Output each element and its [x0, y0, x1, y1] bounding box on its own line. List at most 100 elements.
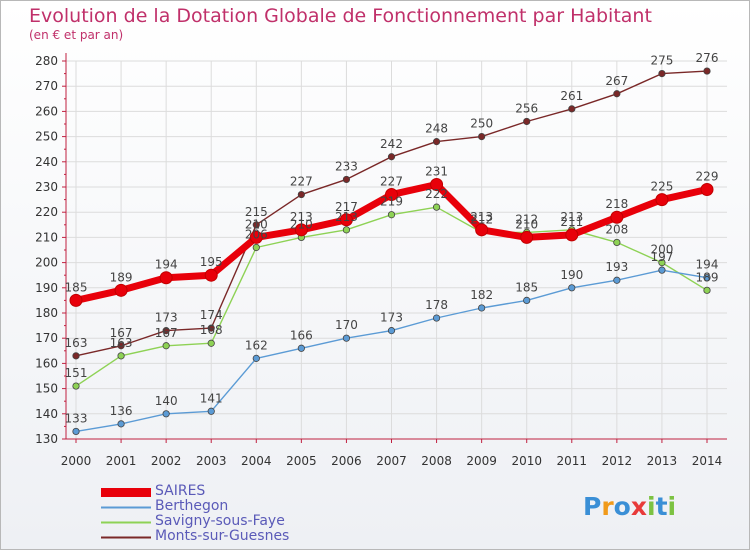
- data-point-2: [387, 211, 396, 219]
- y-tick-label: 190: [35, 281, 58, 295]
- data-label-3: 248: [425, 122, 448, 136]
- y-tick-label: 140: [35, 407, 58, 421]
- data-label-3: 163: [65, 336, 88, 350]
- data-point-2: [432, 203, 441, 211]
- y-tick-label: 200: [35, 256, 58, 270]
- data-point-3: [342, 175, 351, 184]
- data-label-2: 219: [380, 195, 403, 209]
- data-label-2: 222: [425, 187, 448, 201]
- x-tick-label: 2006: [331, 454, 362, 468]
- y-tick-label: 280: [35, 54, 58, 68]
- data-point-3: [207, 324, 215, 332]
- data-point-0: [114, 283, 128, 297]
- data-point-3: [297, 190, 305, 199]
- data-point-2: [207, 339, 215, 347]
- x-tick-label: 2004: [241, 454, 272, 468]
- data-point-1: [478, 304, 486, 312]
- brand-letter: P: [583, 492, 602, 521]
- data-label-0: 210: [245, 217, 268, 231]
- data-label-3: 261: [560, 89, 583, 103]
- data-label-1: 194: [696, 258, 719, 272]
- brand-letter: o: [613, 492, 631, 521]
- brand-letter: i: [667, 492, 677, 521]
- data-label-3: 167: [110, 326, 133, 340]
- data-point-3: [703, 67, 711, 75]
- data-point-0: [249, 230, 263, 244]
- data-label-0: 217: [335, 200, 358, 214]
- data-point-1: [342, 334, 351, 342]
- data-label-2: 168: [200, 323, 223, 337]
- series: [69, 67, 714, 436]
- data-label-1: 136: [110, 404, 133, 418]
- data-label-3: 173: [155, 311, 178, 325]
- data-point-1: [613, 276, 621, 284]
- x-tick-label: 2003: [196, 454, 227, 468]
- data-label-1: 182: [470, 288, 493, 302]
- data-label-1: 185: [515, 280, 538, 294]
- x-tick-label: 2011: [557, 454, 588, 468]
- legend-label-monts: Monts-sur-Guesnes: [155, 528, 290, 544]
- data-label-2: 213: [335, 210, 358, 224]
- y-tick-label: 260: [35, 104, 58, 118]
- data-label-1: 190: [560, 268, 583, 282]
- data-label-0: 213: [470, 210, 493, 224]
- data-point-0: [475, 223, 489, 237]
- chart-subtitle: (en € et par an): [29, 28, 124, 42]
- data-label-2: 206: [245, 227, 268, 241]
- data-point-2: [658, 258, 666, 267]
- data-point-0: [385, 188, 398, 202]
- data-point-1: [297, 344, 305, 352]
- data-label-0: 189: [110, 270, 133, 284]
- data-point-0: [610, 210, 624, 224]
- data-point-3: [432, 138, 441, 146]
- data-point-3: [658, 70, 666, 78]
- data-point-0: [565, 228, 579, 242]
- brand-letter: x: [630, 492, 647, 521]
- data-label-0: 211: [560, 215, 583, 229]
- data-label-1: 140: [155, 394, 178, 408]
- data-point-3: [478, 133, 486, 141]
- data-label-3: 215: [245, 205, 268, 219]
- data-point-3: [252, 221, 260, 229]
- brand-letter: i: [647, 492, 656, 521]
- data-label-0: 229: [696, 170, 719, 184]
- x-tick-label: 2014: [692, 454, 723, 468]
- data-label-2: 151: [65, 366, 88, 380]
- legend-swatch-monts: [101, 530, 151, 545]
- data-label-2: 189: [696, 270, 719, 284]
- x-tick-label: 2009: [466, 454, 497, 468]
- data-point-1: [387, 327, 396, 335]
- x-tick-label: 2010: [511, 454, 542, 468]
- data-point-0: [204, 268, 218, 282]
- legend-item-monts: Monts-sur-Guesnes: [101, 528, 361, 545]
- data-label-3: 256: [515, 101, 538, 115]
- data-point-2: [613, 238, 621, 247]
- data-label-3: 267: [605, 74, 628, 88]
- data-point-3: [162, 327, 170, 335]
- data-point-3: [568, 105, 576, 113]
- data-label-3: 242: [380, 137, 403, 151]
- data-label-0: 213: [290, 210, 313, 224]
- data-label-1: 133: [65, 411, 88, 425]
- data-label-3: 233: [335, 159, 358, 173]
- legend-swatch-saires: [101, 485, 151, 500]
- data-point-2: [162, 342, 170, 350]
- legend-item-berthegon: Berthegon: [101, 498, 361, 515]
- data-label-2: 210: [290, 217, 313, 231]
- legend-item-saires: SAIRES: [101, 483, 361, 500]
- legend: SAIRES Berthegon Savigny-sous-Faye Monts…: [101, 483, 361, 545]
- data-label-2: 212: [515, 212, 538, 226]
- y-tick-label: 240: [35, 155, 58, 169]
- data-label-1: 197: [650, 250, 673, 264]
- data-point-3: [523, 117, 531, 126]
- data-label-0: 225: [650, 180, 673, 194]
- x-tick-label: 2012: [602, 454, 633, 468]
- data-point-0: [430, 177, 444, 191]
- data-label-0: 231: [425, 164, 448, 178]
- data-label-1: 162: [245, 338, 268, 352]
- y-tick-label: 150: [35, 382, 58, 396]
- data-point-3: [387, 153, 396, 161]
- data-point-1: [658, 266, 666, 274]
